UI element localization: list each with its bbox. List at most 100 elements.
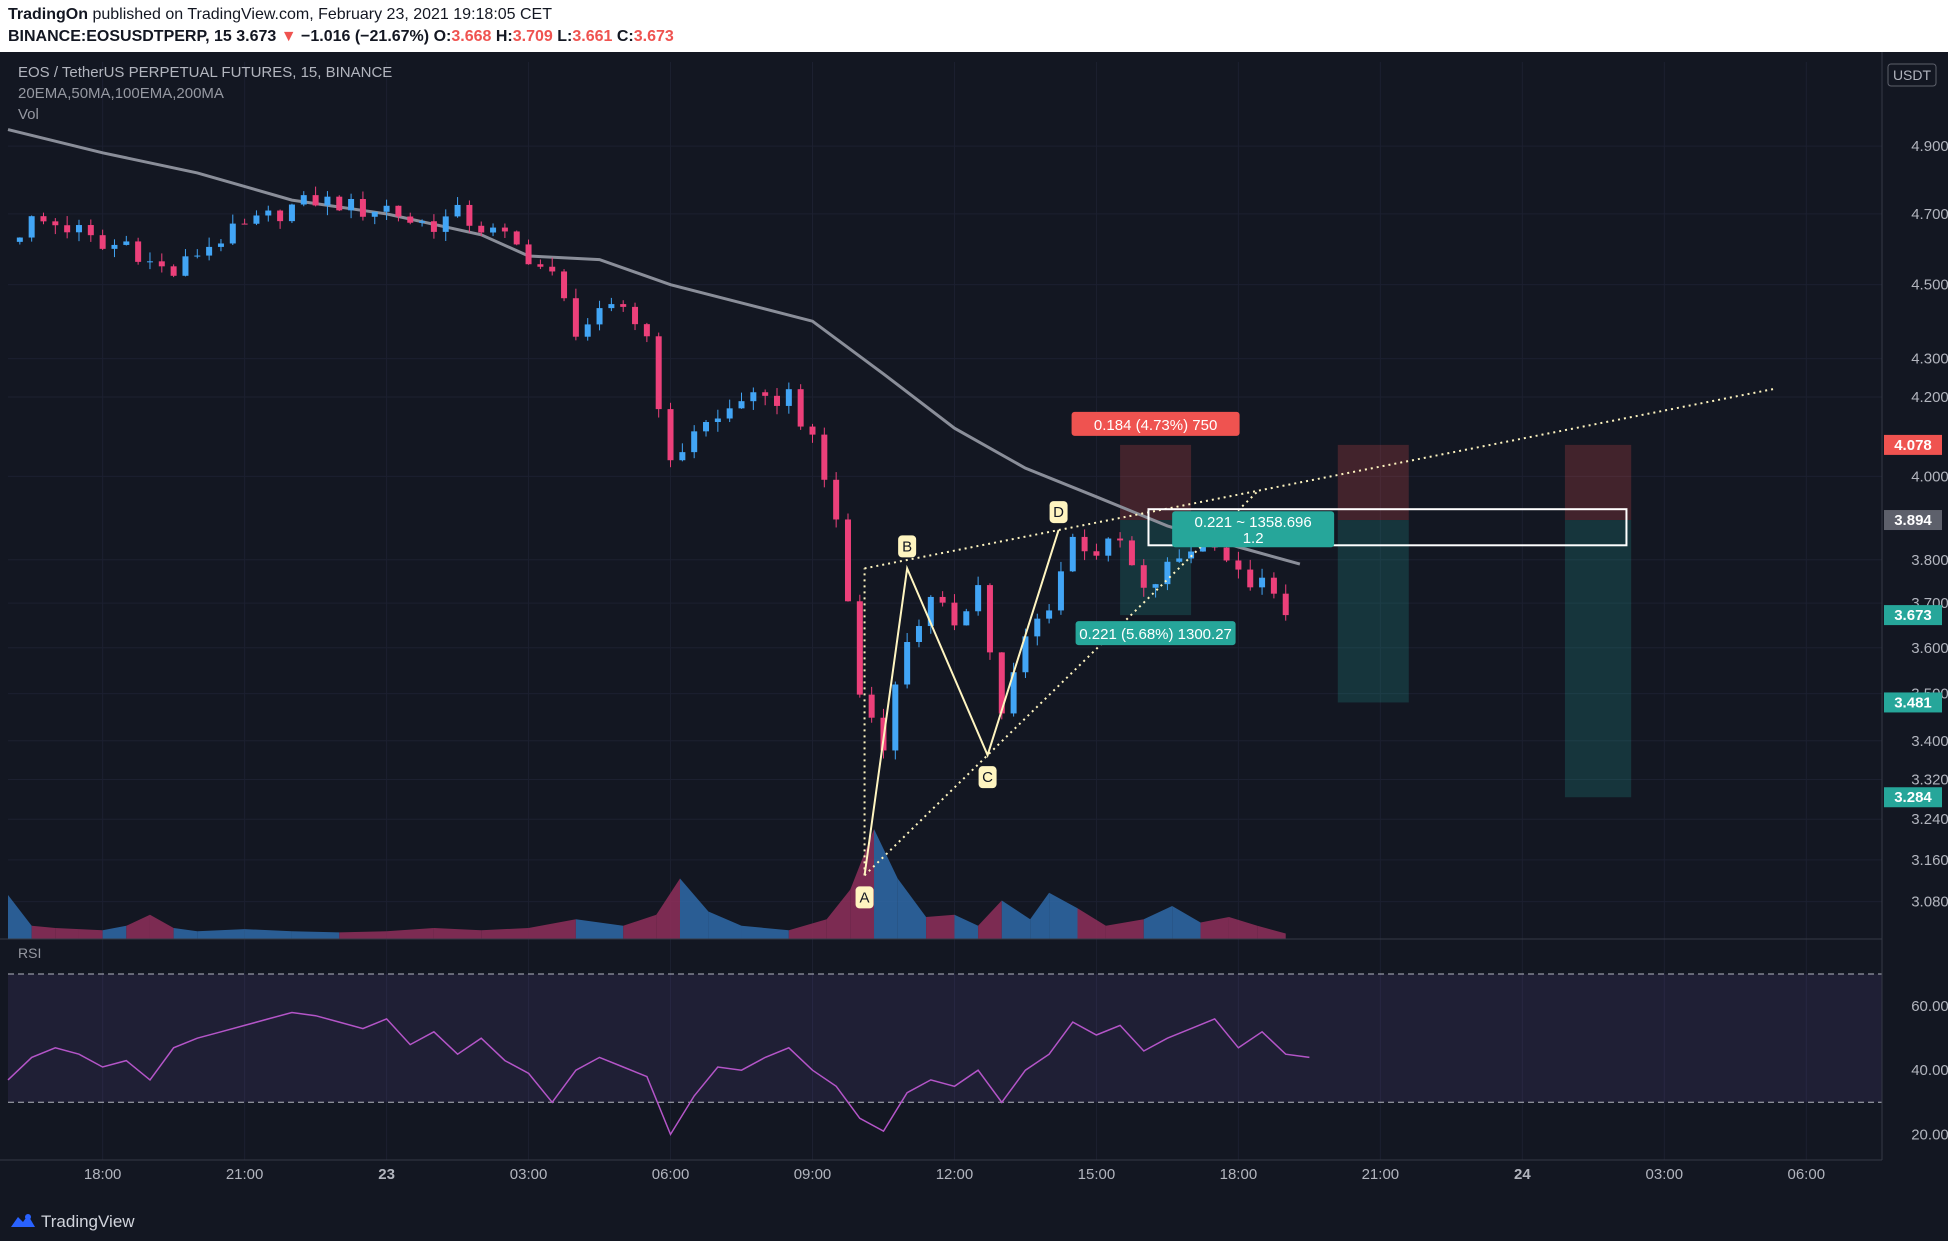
candle-body xyxy=(667,409,674,461)
candle-body xyxy=(99,235,106,249)
candle-body xyxy=(549,266,556,272)
candle-body xyxy=(383,205,390,212)
candle-body xyxy=(348,198,355,211)
stop-loss-label-bg xyxy=(1071,411,1240,436)
candle-body xyxy=(537,264,544,267)
legend-volume: Vol xyxy=(18,106,39,123)
pattern-label-badge xyxy=(978,766,997,789)
volume-area-segment xyxy=(575,919,624,939)
candle-body xyxy=(478,225,485,233)
time-tick-label: 18:00 xyxy=(84,1166,122,1183)
tradingview-brand[interactable]: TradingView xyxy=(41,1212,135,1231)
candle-body xyxy=(632,306,639,325)
candle-body xyxy=(1176,558,1183,562)
volume-area-segment xyxy=(954,914,979,939)
price-and-time-axes[interactable]: 4.9004.7004.5004.3004.2004.0003.8003.700… xyxy=(0,52,1948,1183)
candle-body xyxy=(1247,569,1254,588)
pattern-label-badge xyxy=(898,535,917,558)
candle-body xyxy=(40,216,47,222)
candle-body xyxy=(1093,551,1100,556)
time-tick-label: 09:00 xyxy=(794,1166,832,1183)
candle-body xyxy=(371,211,378,217)
candle-body xyxy=(1105,538,1112,556)
candle-body xyxy=(395,205,402,217)
volume-area-segment xyxy=(826,889,851,939)
abcd-pattern-line xyxy=(863,529,1060,876)
moving-average-200 xyxy=(7,128,1301,566)
price-badge-bg xyxy=(1884,787,1942,808)
candle-body xyxy=(158,261,165,267)
legend-indicators: 20EMA,50MA,100EMA,200MA xyxy=(18,85,224,102)
price-badge-bg xyxy=(1884,605,1942,626)
rsi-pane: RSI xyxy=(0,938,1882,1137)
price-tick-label: 3.320 xyxy=(1911,772,1948,789)
stop-loss-label: 0.184 (4.73%) 750 xyxy=(1094,417,1217,434)
volume-area-segment xyxy=(481,928,529,939)
volume-area-segment xyxy=(708,911,742,939)
change-down-icon: ▼ xyxy=(280,28,297,45)
candle-body xyxy=(28,216,35,238)
candle-body xyxy=(288,204,295,222)
price-change: −1.016 (−21.67%) xyxy=(301,28,430,45)
price-tick-label: 4.200 xyxy=(1911,389,1948,406)
abcd-upper-dotted-line xyxy=(864,387,1777,570)
trading-chart[interactable]: A B C D RSI 4.900 4.700 4.500 4.300 4.200 4.000 3… xyxy=(0,52,1948,1203)
volume-area-segment xyxy=(433,928,482,939)
candle-body xyxy=(679,452,686,461)
price-tick-label: 4.500 xyxy=(1911,277,1948,294)
candle-body xyxy=(1152,584,1159,588)
candle-body xyxy=(253,215,260,224)
candle-body xyxy=(265,210,272,216)
candle-body xyxy=(809,426,816,435)
price-badge-label: 3.894 xyxy=(1894,512,1932,529)
candle-body xyxy=(1259,577,1266,588)
candle-body xyxy=(1057,571,1064,611)
price-tick-label: 4.900 xyxy=(1911,138,1948,155)
volume-series xyxy=(8,829,1286,939)
abcd-pattern[interactable]: A B C D xyxy=(855,387,1777,909)
pattern-point-label: B xyxy=(902,538,912,555)
volume-area-segment xyxy=(8,895,32,939)
candle-body xyxy=(182,256,189,276)
rsi-label: RSI xyxy=(18,945,41,961)
rsi-line xyxy=(7,1011,1310,1137)
tradingview-logo-icon xyxy=(11,1214,35,1227)
candle-body xyxy=(643,324,650,337)
author-name[interactable]: TradingOn xyxy=(8,6,88,23)
candle-body xyxy=(1235,560,1242,570)
volume-area-segment xyxy=(1172,906,1201,939)
candle-body xyxy=(1010,672,1017,714)
candle-body xyxy=(892,684,899,751)
price-badge-label: 3.673 xyxy=(1894,607,1932,624)
pattern-point-label: A xyxy=(860,889,870,906)
candle-body xyxy=(466,204,473,226)
abcd-lower-dotted-line xyxy=(863,490,1259,877)
candle-body xyxy=(1034,618,1041,637)
volume-area-segment xyxy=(31,925,56,939)
candle-body xyxy=(324,196,331,206)
candle-body xyxy=(998,652,1005,714)
currency-badge-bg xyxy=(1887,63,1937,87)
volume-area-segment xyxy=(874,829,898,939)
price-tick-label: 4.300 xyxy=(1911,351,1948,368)
volume-area-segment xyxy=(978,900,1002,939)
candle-body xyxy=(336,196,343,211)
volume-area-segment xyxy=(1228,917,1258,939)
candle-body xyxy=(986,585,993,653)
stop-loss-zone xyxy=(1120,444,1192,521)
candle-body xyxy=(277,210,284,222)
price-tick-label: 3.800 xyxy=(1911,552,1948,569)
candle-body xyxy=(16,237,23,242)
measure-label-line1: 0.221 ~ 1358.696 xyxy=(1195,514,1312,531)
candle-body xyxy=(1282,593,1289,616)
take-profit-label: 0.221 (5.68%) 1300.27 xyxy=(1079,626,1232,643)
price-tick-label: 3.400 xyxy=(1911,733,1948,750)
chart-legend: EOS / TetherUS PERPETUAL FUTURES, 15, BI… xyxy=(18,64,392,123)
publication-line: TradingOn published on TradingView.com, … xyxy=(8,6,552,24)
candle-body xyxy=(1081,536,1088,552)
price-badge-bg xyxy=(1884,692,1942,713)
candle-body xyxy=(620,304,627,307)
time-tick-label: 12:00 xyxy=(936,1166,974,1183)
time-tick-label: 21:00 xyxy=(1362,1166,1400,1183)
measure-box xyxy=(1147,508,1628,547)
